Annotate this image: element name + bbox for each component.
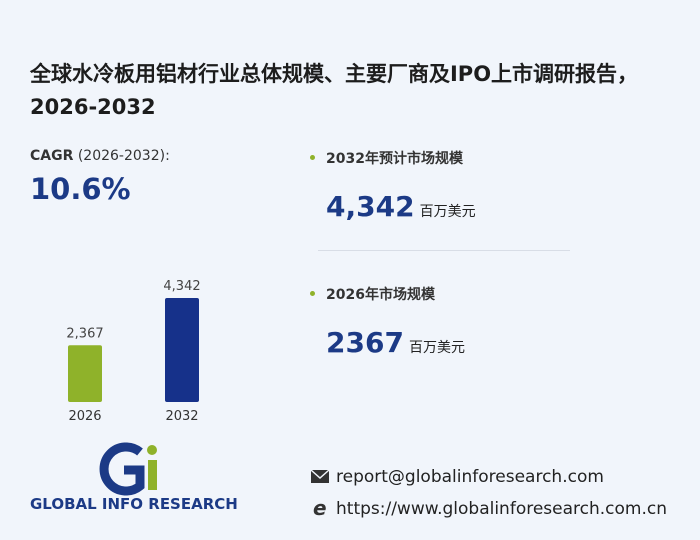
stat: 4,342 百万美元	[326, 190, 476, 223]
cagr-period: (2026-2032):	[77, 148, 170, 164]
stat: 2367 百万美元	[326, 326, 465, 359]
value-label: 2,367	[66, 326, 103, 341]
web-icon: e	[313, 496, 327, 520]
stat-value: 4,342	[326, 190, 415, 223]
logo-text: GLOBAL INFO RESEARCH	[30, 495, 238, 513]
cagr-name: CAGR	[30, 148, 74, 164]
icon	[310, 469, 330, 480]
cagr-label: CAGR (2026-2032):	[30, 148, 170, 164]
bar	[165, 298, 199, 402]
stat-unit: 百万美元	[409, 340, 466, 356]
stat-unit: 百万美元	[419, 204, 476, 220]
logo-dot	[147, 445, 157, 455]
x-tick-label: 2026	[68, 409, 101, 424]
logo: GLOBAL INFO RESEARCH	[30, 442, 238, 513]
title: 全球水冷板用铝材行业总体规模、主要厂商及IPO上市调研报告，2026-2032	[30, 62, 639, 119]
bullet	[310, 291, 315, 296]
url: https://www.globalinforesearch.com.cn	[336, 499, 667, 519]
email-icon	[310, 469, 330, 483]
x-tick-label: 2032	[165, 409, 198, 424]
logo-g	[99, 442, 145, 496]
stat-value: 2367	[326, 326, 404, 359]
email: report@globalinforesearch.com	[336, 467, 604, 487]
bullet	[310, 155, 315, 160]
stat-label: 2032年预计市场规模	[326, 151, 463, 167]
stat-label: 2026年市场规模	[326, 287, 435, 303]
divider	[318, 250, 570, 251]
bar	[68, 345, 102, 402]
logo-i	[148, 460, 157, 490]
value-label: 4,342	[163, 279, 200, 294]
cagr-value: 10.6%	[30, 172, 131, 206]
